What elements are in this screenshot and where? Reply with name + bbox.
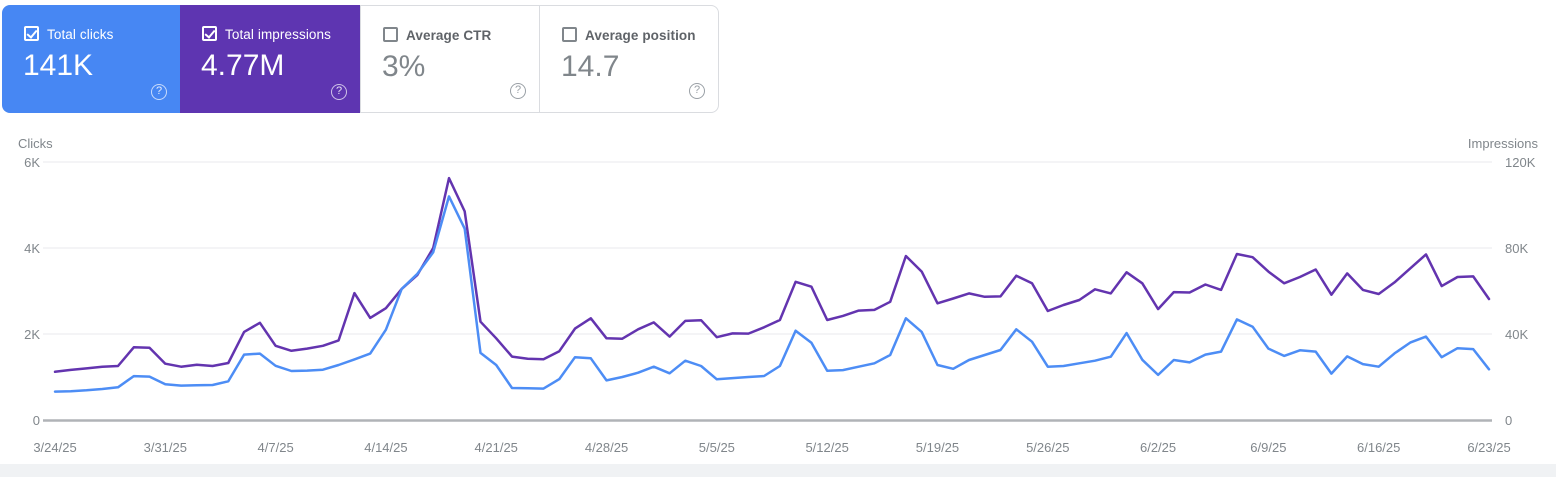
help-icon[interactable]: ? (151, 84, 167, 100)
metric-card-average-ctr[interactable]: Average CTR 3% ? (360, 5, 540, 113)
metric-value: 4.77M (201, 49, 285, 82)
metric-card-total-impressions[interactable]: Total impressions 4.77M ? (180, 5, 360, 113)
metric-label: Total impressions (225, 27, 331, 42)
x-axis-tick-label: 5/26/25 (1026, 440, 1070, 455)
y-axis-tick-label: 80K (1505, 241, 1529, 256)
x-axis-tick-label: 4/7/25 (257, 440, 294, 455)
x-axis-tick-label: 3/31/25 (143, 440, 187, 455)
metric-value: 3% (382, 50, 426, 83)
x-axis-tick-label: 6/2/25 (1139, 440, 1177, 455)
total-impressions-checkbox[interactable] (202, 26, 217, 41)
x-axis-tick-label: 6/9/25 (1250, 440, 1287, 455)
x-axis-tick-label: 3/24/25 (33, 440, 77, 455)
page-background-gap (0, 464, 1556, 477)
x-axis-tick-label: 6/16/25 (1357, 440, 1401, 455)
x-axis-tick-label: 4/14/25 (364, 440, 408, 455)
help-icon[interactable]: ? (689, 83, 705, 99)
y-axis-tick-label: 2K (24, 327, 40, 342)
impressions-line[interactable] (53, 176, 1491, 374)
metric-label: Average position (585, 28, 696, 43)
x-axis-tick-label: 5/5/25 (698, 440, 735, 455)
x-axis-tick-label: 5/19/25 (915, 440, 960, 455)
y-axis-tick-label: 4K (24, 241, 40, 256)
metric-card-total-clicks[interactable]: Total clicks 141K ? (2, 5, 180, 113)
average-ctr-checkbox[interactable] (383, 27, 398, 42)
y-axis-tick-label: 0 (1505, 413, 1513, 428)
metric-label: Average CTR (406, 28, 492, 43)
metric-label: Total clicks (47, 27, 114, 42)
help-icon[interactable]: ? (510, 83, 526, 99)
clicks-line[interactable] (53, 195, 1491, 393)
x-axis-tick-label: 5/12/25 (805, 440, 849, 455)
metric-value: 14.7 (561, 50, 620, 83)
metric-value: 141K (23, 49, 94, 82)
total-clicks-checkbox[interactable] (24, 26, 39, 41)
y-axis-tick-label: 40K (1505, 327, 1529, 342)
x-axis-tick-label: 4/28/25 (584, 440, 629, 455)
x-axis-tick-label: 6/23/25 (1467, 440, 1511, 455)
y-axis-tick-label: 120K (1505, 155, 1536, 170)
x-axis-tick-label: 4/21/25 (474, 440, 518, 455)
left-axis-title: Clicks (18, 136, 53, 151)
right-axis-title: Impressions (1467, 136, 1538, 151)
y-axis-tick-label: 0 (32, 413, 40, 428)
average-position-checkbox[interactable] (562, 27, 577, 42)
y-axis-tick-label: 6K (24, 155, 40, 170)
metric-card-average-position[interactable]: Average position 14.7 ? (539, 5, 719, 113)
help-icon[interactable]: ? (331, 84, 347, 100)
